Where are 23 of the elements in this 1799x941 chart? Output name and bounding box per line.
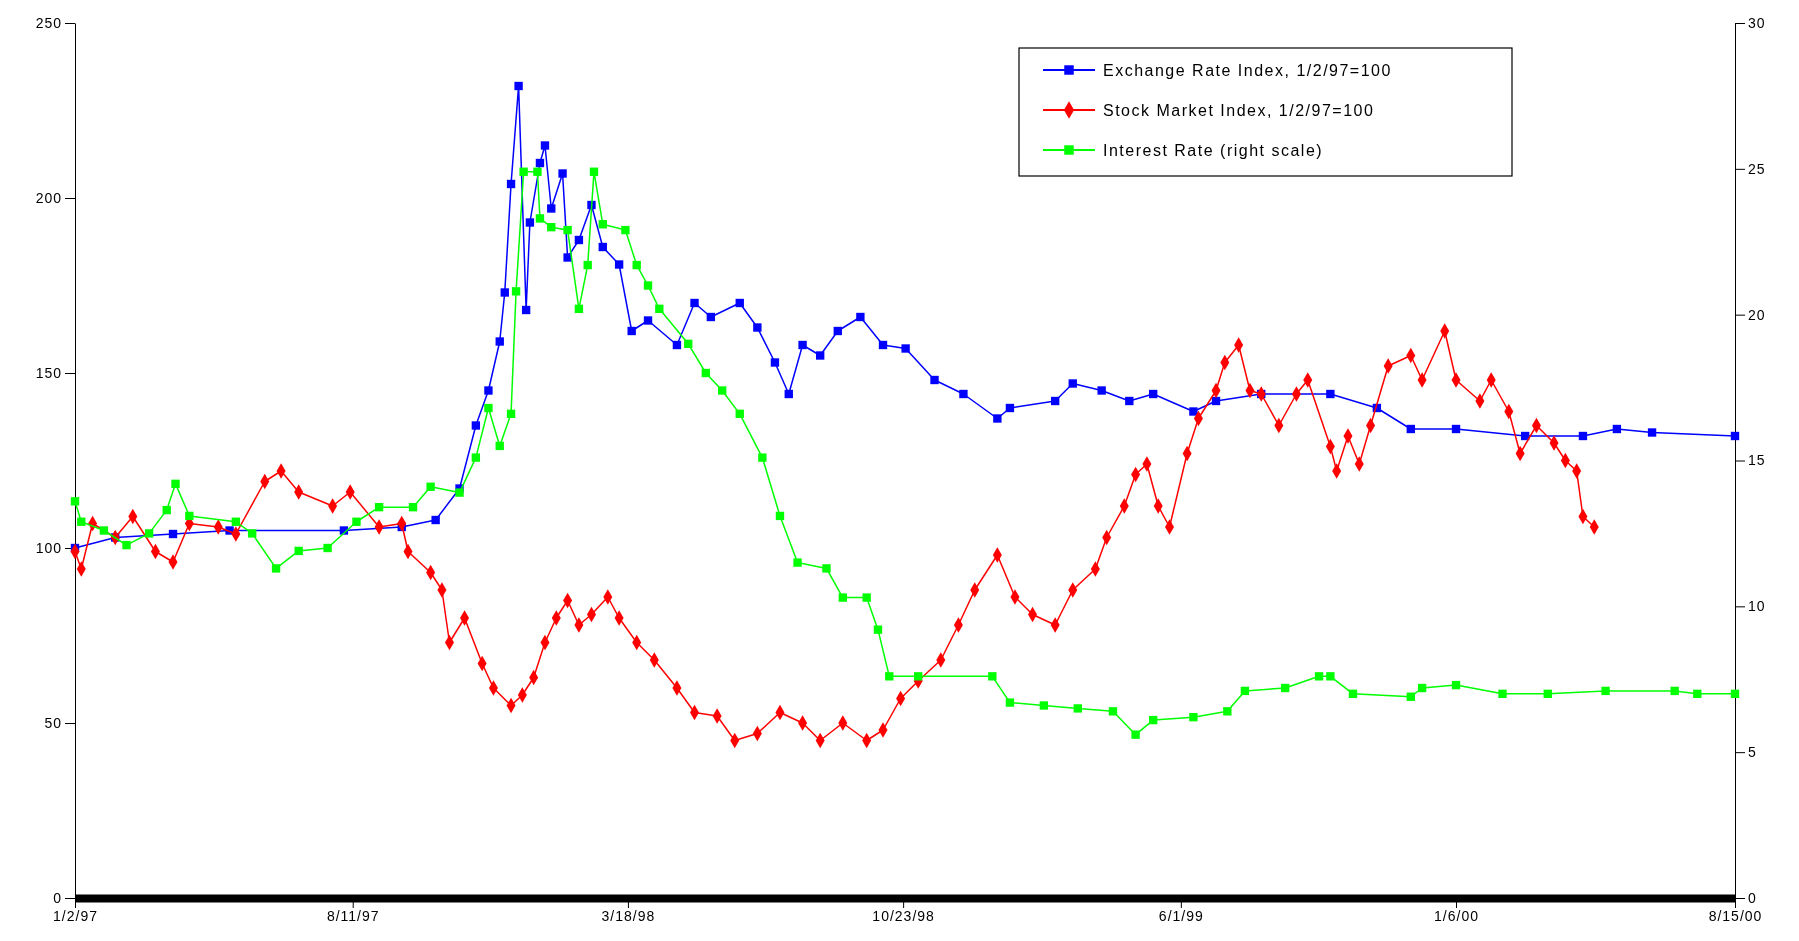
y2-tick-label: 30 xyxy=(1748,14,1766,31)
y2-tick-label: 5 xyxy=(1748,744,1757,761)
legend-label: Exchange Rate Index, 1/2/97=100 xyxy=(1103,61,1392,79)
y2-tick-label: 0 xyxy=(1748,889,1757,906)
y-tick-label: 100 xyxy=(35,539,62,556)
y2-tick-label: 20 xyxy=(1748,306,1766,323)
y-tick-label: 200 xyxy=(35,189,62,206)
x-tick-label: 1/2/97 xyxy=(53,907,98,924)
x-tick-label: 10/23/98 xyxy=(872,907,935,924)
x-tick-label: 3/18/98 xyxy=(601,907,656,924)
y2-tick-label: 25 xyxy=(1748,160,1766,177)
y2-tick-label: 10 xyxy=(1748,598,1766,615)
x-tick-label: 8/15/00 xyxy=(1708,907,1763,924)
x-tick-label: 8/11/97 xyxy=(326,907,380,924)
y-tick-label: 0 xyxy=(53,889,62,906)
x-tick-label: 6/1/99 xyxy=(1158,907,1204,924)
y-tick-label: 150 xyxy=(35,364,62,381)
y2-tick-label: 15 xyxy=(1748,452,1766,469)
y-tick-label: 50 xyxy=(44,714,62,731)
y-tick-label: 250 xyxy=(35,14,62,31)
legend-label: Stock Market Index, 1/2/97=100 xyxy=(1103,101,1375,119)
legend-label: Interest Rate (right scale) xyxy=(1103,141,1324,159)
x-tick-label: 1/6/00 xyxy=(1434,907,1479,924)
